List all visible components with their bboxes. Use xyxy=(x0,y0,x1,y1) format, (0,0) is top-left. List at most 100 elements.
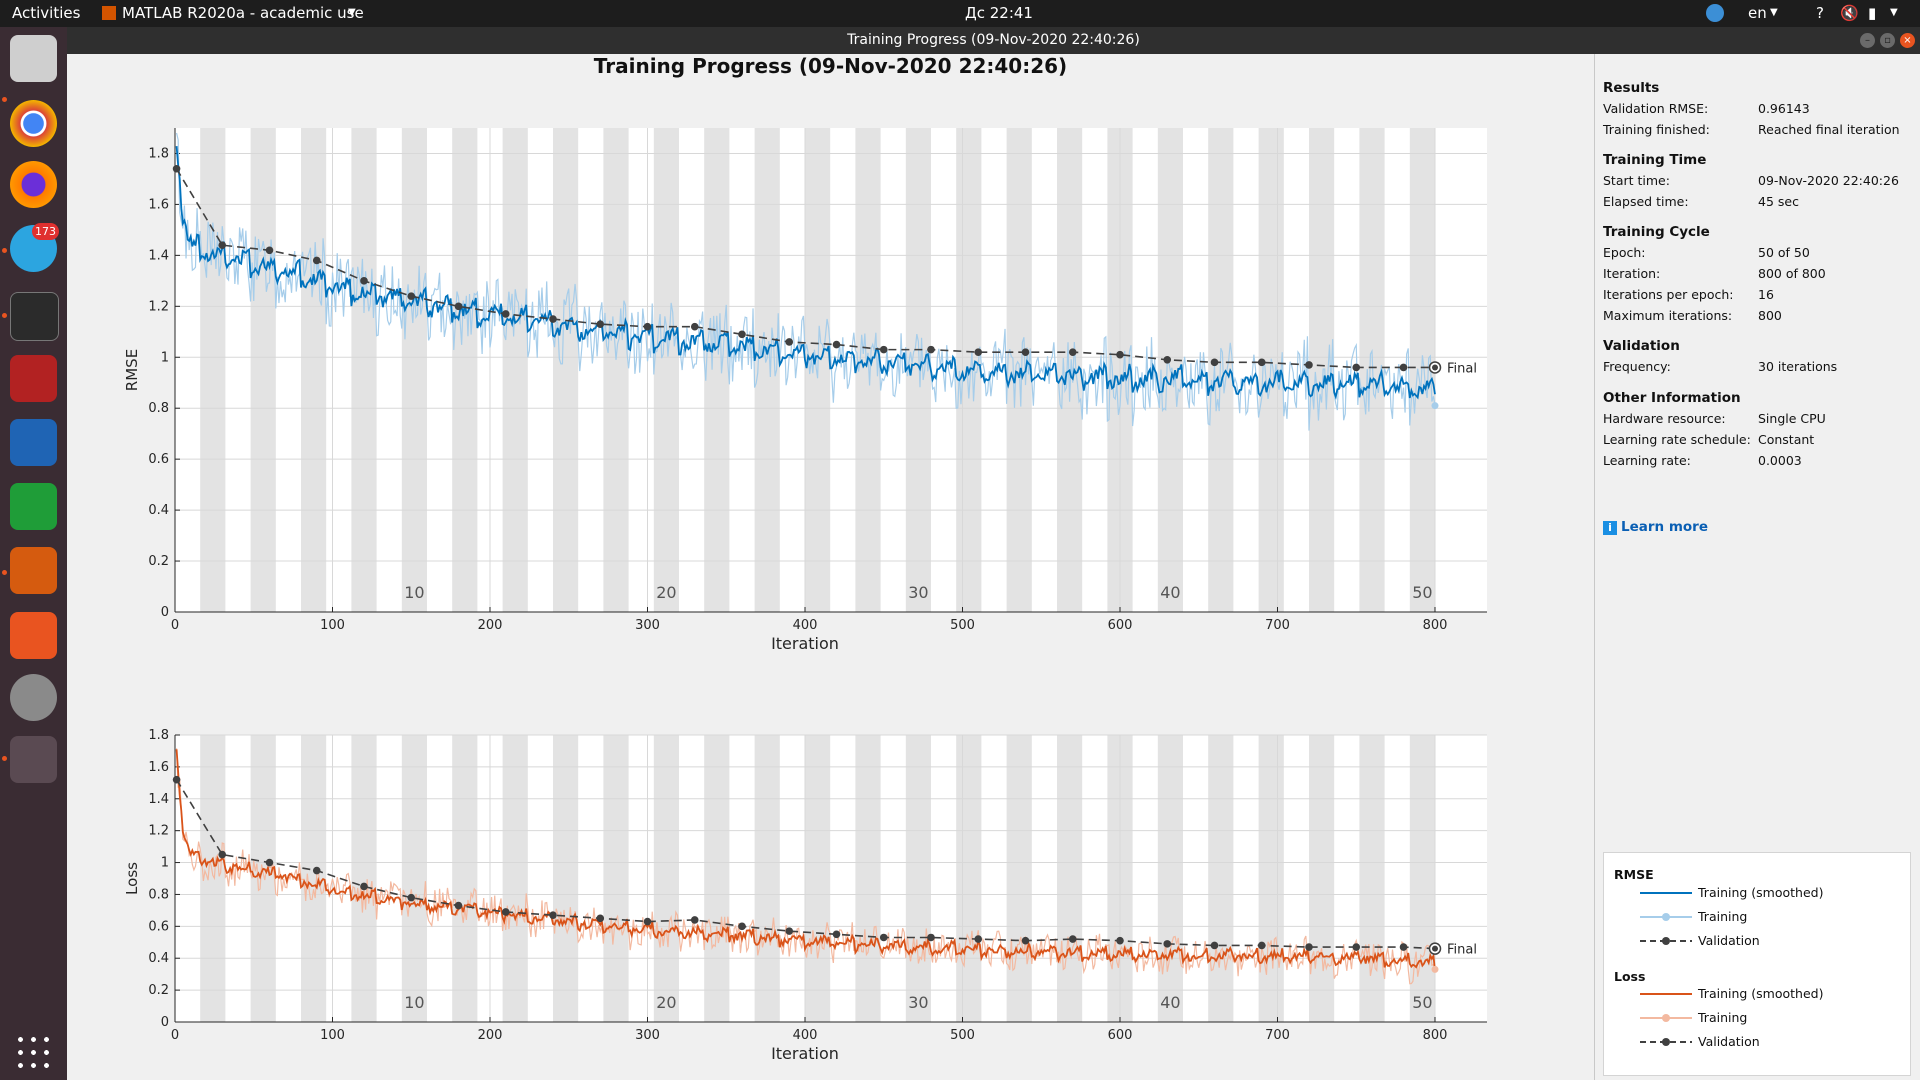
settings-icon[interactable] xyxy=(10,674,57,721)
writer-icon[interactable] xyxy=(10,419,57,466)
rmse-validation-point xyxy=(1352,363,1361,372)
loss-epoch-band xyxy=(452,735,478,1022)
impress-icon[interactable] xyxy=(10,547,57,594)
rmse-epoch-band xyxy=(200,128,226,612)
files-icon[interactable] xyxy=(10,35,57,82)
loss-validation-point xyxy=(1352,943,1361,951)
rmse-validation-point xyxy=(172,164,181,173)
loss-epoch-label: 30 xyxy=(908,993,928,1012)
results-value: Reached final iteration xyxy=(1758,122,1900,137)
calc-icon[interactable] xyxy=(10,483,57,530)
training-cycle-key: Iteration: xyxy=(1603,266,1661,281)
loss-validation-point xyxy=(172,775,181,784)
rmse-epoch-band xyxy=(603,128,629,612)
loss-epoch-band xyxy=(1157,735,1183,1022)
chrome-icon[interactable] xyxy=(10,100,57,147)
rmse-validation-point xyxy=(407,292,416,300)
chevron-down-icon[interactable]: ▼ xyxy=(348,7,356,18)
loss-validation-point xyxy=(454,901,463,910)
help-button[interactable]: ? xyxy=(1816,4,1824,22)
rmse-y-tick-label: 1 xyxy=(161,350,169,365)
training-time-value: 45 sec xyxy=(1758,194,1799,209)
loss-epoch-label: 40 xyxy=(1160,993,1180,1012)
language-selector[interactable]: en xyxy=(1748,4,1767,22)
battery-icon[interactable]: ▮ xyxy=(1868,4,1877,22)
indicator-icon[interactable] xyxy=(1706,4,1724,22)
legend-label: Validation xyxy=(1698,1034,1760,1049)
loss-validation-point xyxy=(690,916,699,924)
app-icon[interactable] xyxy=(10,355,57,402)
rmse-validation-point xyxy=(1068,348,1077,356)
loss-y-tick-label: 1.8 xyxy=(148,728,169,743)
info-icon: i xyxy=(1603,521,1617,535)
loss-epoch-label: 20 xyxy=(656,993,676,1012)
rmse-validation-point xyxy=(927,345,935,354)
loss-validation-point xyxy=(1021,936,1030,945)
rmse-epoch-band xyxy=(653,128,679,612)
loss-validation-point xyxy=(974,935,983,943)
top-bar: Activities MATLAB R2020a - academic use … xyxy=(0,0,1920,27)
learn-more-label: Learn more xyxy=(1621,519,1708,535)
window-titlebar: Training Progress (09-Nov-2020 22:40:26)… xyxy=(67,27,1920,54)
legend-rmse-title: RMSE xyxy=(1614,867,1654,882)
apps-grid-icon[interactable] xyxy=(14,1033,54,1073)
rmse-epoch-band xyxy=(452,128,478,612)
training-cycle-key: Iterations per epoch: xyxy=(1603,287,1734,302)
results-title: Results xyxy=(1603,80,1660,96)
loss-validation-point xyxy=(1116,936,1124,945)
rmse-training-final-point xyxy=(1431,402,1439,410)
training-cycle-value: 16 xyxy=(1758,287,1774,302)
loss-training-series xyxy=(175,748,1436,985)
minimize-button[interactable]: – xyxy=(1860,33,1875,48)
loss-validation-point xyxy=(1257,941,1266,950)
loss-validation-series xyxy=(175,779,1436,950)
results-value: 0.96143 xyxy=(1758,101,1810,116)
other-info-value: Constant xyxy=(1758,432,1815,447)
rmse-y-tick-label: 1.6 xyxy=(148,197,169,212)
loss-epoch-band xyxy=(1006,735,1032,1022)
loss-validation-point xyxy=(738,922,746,931)
rmse-final-label: Final xyxy=(1447,361,1477,376)
maximize-button[interactable]: ▫ xyxy=(1880,33,1895,48)
info-panel: Results Validation RMSE: 0.96143 Trainin… xyxy=(1594,54,1920,1080)
rmse-x-tick-label: 700 xyxy=(1265,618,1290,633)
software-center-icon[interactable] xyxy=(10,612,57,659)
loss-training-final-point xyxy=(1431,965,1439,973)
loss-epoch-band xyxy=(200,735,226,1022)
notification-badge: 173 xyxy=(32,223,59,240)
rmse-axes: 0 100 200 300 400 500 600 700 800 0 0.2 0.4 0.6 0.8 1 1… xyxy=(123,128,1487,653)
loss-epoch-band xyxy=(956,735,982,1022)
legend-label: Training xyxy=(1698,909,1748,924)
rmse-x-tick-label: 800 xyxy=(1423,618,1448,633)
learn-more-link[interactable]: i Learn more xyxy=(1603,519,1708,535)
close-button[interactable]: × xyxy=(1900,33,1915,48)
rmse-y-tick-label: 0.8 xyxy=(148,401,169,416)
loss-epoch-band xyxy=(1258,735,1284,1022)
matlab-icon[interactable] xyxy=(10,736,57,783)
legend-label: Training (smoothed) xyxy=(1698,885,1824,900)
rmse-validation-final-point xyxy=(1432,364,1438,371)
rmse-y-tick-label: 1.4 xyxy=(148,248,169,263)
loss-y-tick-label: 0 xyxy=(161,1015,169,1030)
loss-validation-point xyxy=(927,933,935,942)
chevron-down-icon[interactable]: ▼ xyxy=(1770,7,1778,18)
loss-epoch-band xyxy=(704,735,730,1022)
app-menu[interactable]: MATLAB R2020a - academic use xyxy=(122,4,364,22)
page-title: Training Progress (09-Nov-2020 22:40:26) xyxy=(593,54,1068,78)
activities-button[interactable]: Activities xyxy=(12,4,81,22)
terminal-icon[interactable] xyxy=(10,292,59,341)
clock[interactable]: Дс 22:41 xyxy=(965,4,1033,22)
loss-validation-point xyxy=(785,927,794,935)
training-cycle-value: 800 of 800 xyxy=(1758,266,1826,281)
loss-validation-point xyxy=(1305,943,1313,951)
loss-validation-point xyxy=(312,866,321,875)
loss-epoch-band xyxy=(553,735,579,1022)
firefox-icon[interactable] xyxy=(10,161,57,208)
loss-y-tick-label: 1.6 xyxy=(148,760,169,775)
training-cycle-key: Maximum iterations: xyxy=(1603,308,1733,323)
loss-validation-point xyxy=(1399,943,1408,951)
running-dot xyxy=(2,248,7,253)
chevron-down-icon[interactable]: ▼ xyxy=(1890,7,1898,18)
volume-icon[interactable]: 🔇 xyxy=(1840,4,1859,22)
loss-validation-point xyxy=(501,908,510,916)
